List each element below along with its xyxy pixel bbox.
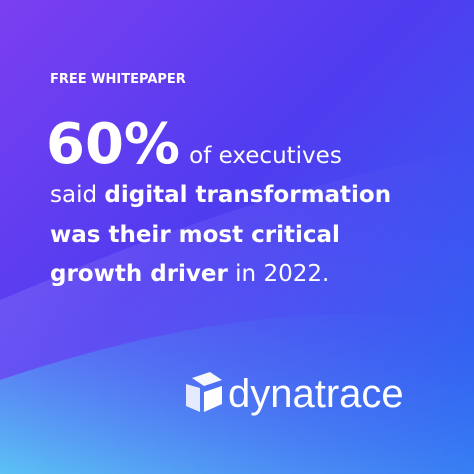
headline-line: said digital transformation <box>50 182 391 208</box>
text: in 2022. <box>235 261 329 287</box>
logo-icon <box>186 372 222 412</box>
text: of executives <box>189 143 342 169</box>
text: digital transformation <box>104 182 391 208</box>
stat: 60% <box>46 112 180 177</box>
headline-line: 60% of executives <box>46 112 342 177</box>
text: said <box>50 182 97 208</box>
text: growth driver <box>50 261 229 287</box>
headline-line: was their most critical <box>50 222 340 248</box>
eyebrow: FREE WHITEPAPER <box>50 72 186 87</box>
headline-line: growth driver in 2022. <box>50 261 329 287</box>
logo-wordmark: dynatrace <box>228 372 404 416</box>
swoosh <box>0 313 474 474</box>
